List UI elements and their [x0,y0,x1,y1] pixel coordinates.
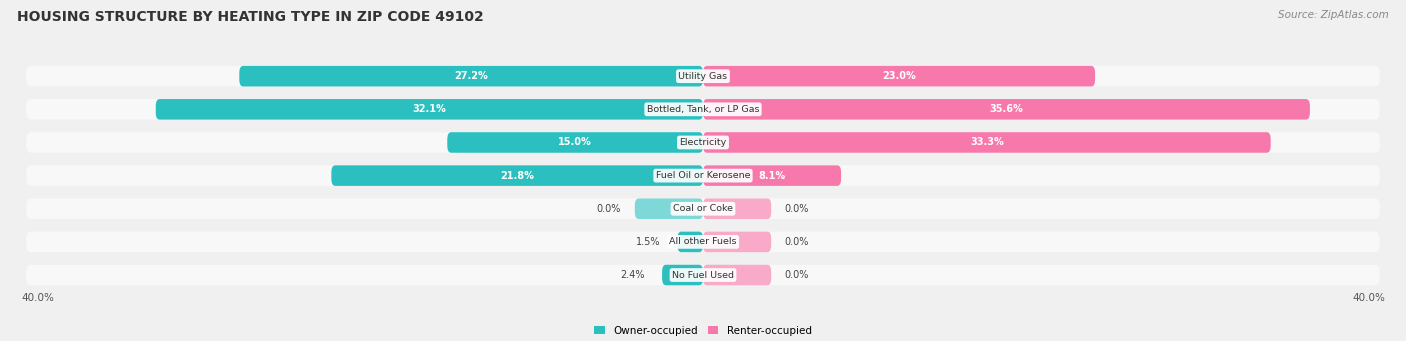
Text: 15.0%: 15.0% [558,137,592,147]
FancyBboxPatch shape [662,265,703,285]
FancyBboxPatch shape [703,232,772,252]
Text: Fuel Oil or Kerosene: Fuel Oil or Kerosene [655,171,751,180]
FancyBboxPatch shape [447,132,703,153]
Text: 21.8%: 21.8% [501,170,534,181]
Text: Utility Gas: Utility Gas [679,72,727,81]
Text: All other Fuels: All other Fuels [669,237,737,247]
Legend: Owner-occupied, Renter-occupied: Owner-occupied, Renter-occupied [591,322,815,340]
FancyBboxPatch shape [636,198,703,219]
Text: 2.4%: 2.4% [620,270,645,280]
Text: 40.0%: 40.0% [21,293,53,303]
FancyBboxPatch shape [27,232,1379,252]
Text: HOUSING STRUCTURE BY HEATING TYPE IN ZIP CODE 49102: HOUSING STRUCTURE BY HEATING TYPE IN ZIP… [17,10,484,24]
Text: Coal or Coke: Coal or Coke [673,204,733,213]
FancyBboxPatch shape [27,66,1379,87]
Text: 40.0%: 40.0% [1353,293,1385,303]
FancyBboxPatch shape [703,198,772,219]
FancyBboxPatch shape [239,66,703,87]
Text: 0.0%: 0.0% [596,204,621,214]
FancyBboxPatch shape [703,165,841,186]
Text: Source: ZipAtlas.com: Source: ZipAtlas.com [1278,10,1389,20]
FancyBboxPatch shape [27,265,1379,285]
FancyBboxPatch shape [703,99,1310,120]
FancyBboxPatch shape [703,265,772,285]
FancyBboxPatch shape [703,66,1095,87]
FancyBboxPatch shape [332,165,703,186]
Text: 23.0%: 23.0% [882,71,915,81]
FancyBboxPatch shape [27,132,1379,153]
Text: Electricity: Electricity [679,138,727,147]
Text: 8.1%: 8.1% [758,170,786,181]
FancyBboxPatch shape [27,165,1379,186]
Text: 32.1%: 32.1% [412,104,446,114]
Text: 1.5%: 1.5% [636,237,661,247]
FancyBboxPatch shape [156,99,703,120]
Text: 0.0%: 0.0% [785,270,810,280]
Text: No Fuel Used: No Fuel Used [672,270,734,280]
Text: 27.2%: 27.2% [454,71,488,81]
Text: 35.6%: 35.6% [990,104,1024,114]
Text: 0.0%: 0.0% [785,204,810,214]
FancyBboxPatch shape [27,99,1379,120]
FancyBboxPatch shape [27,198,1379,219]
Text: Bottled, Tank, or LP Gas: Bottled, Tank, or LP Gas [647,105,759,114]
Text: 0.0%: 0.0% [785,237,810,247]
Text: 33.3%: 33.3% [970,137,1004,147]
FancyBboxPatch shape [703,132,1271,153]
FancyBboxPatch shape [678,232,703,252]
